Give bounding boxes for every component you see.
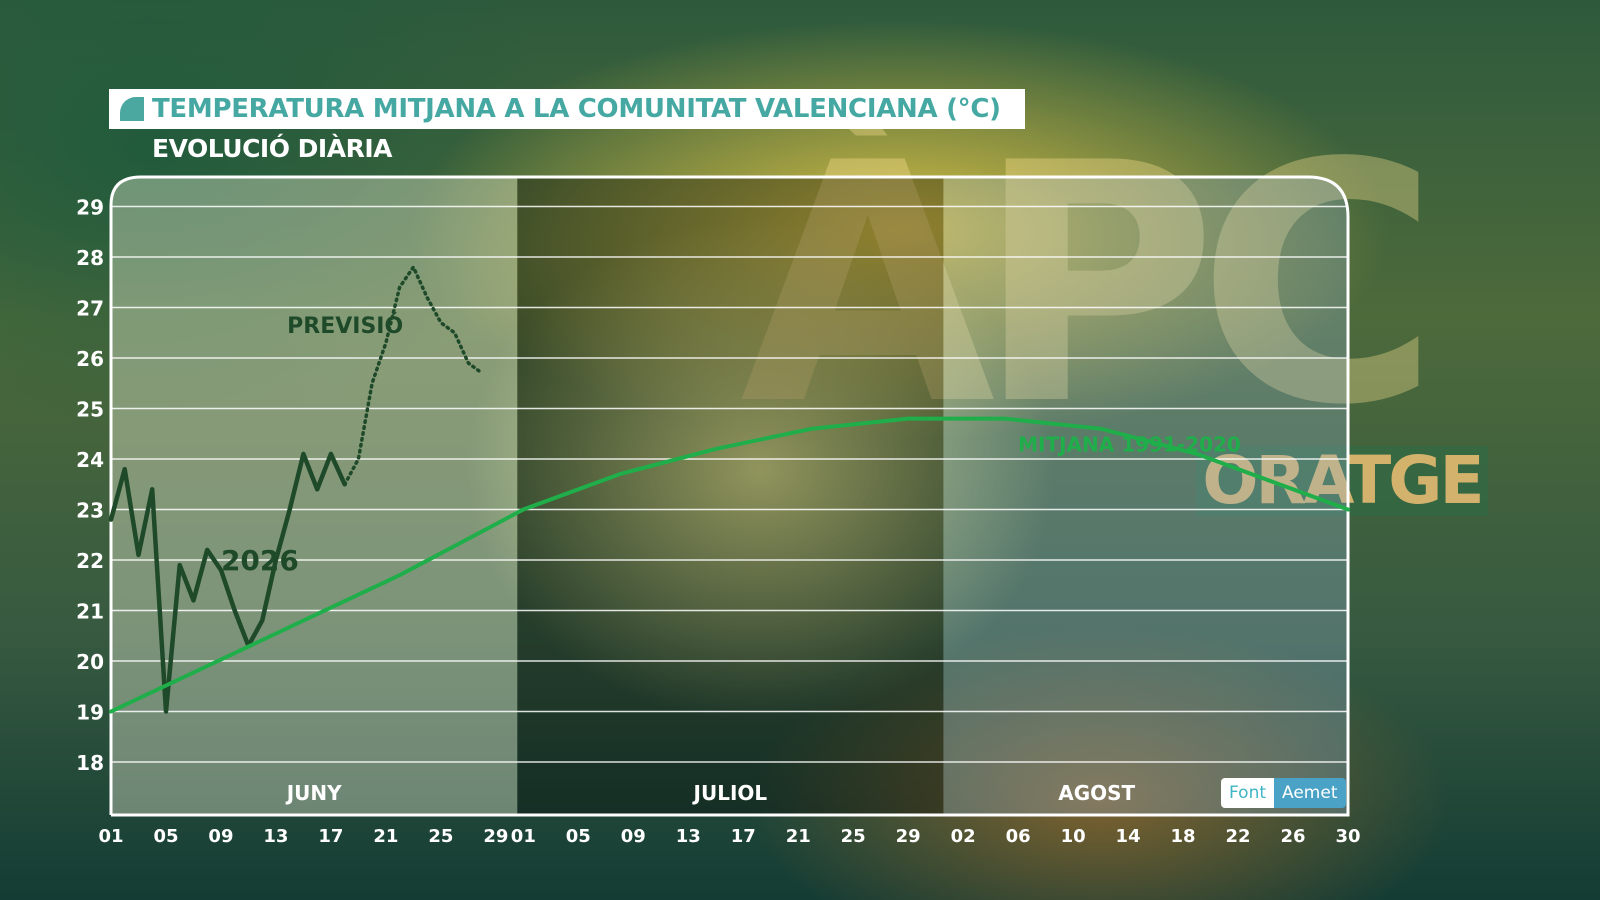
series-label: 2026 — [221, 544, 299, 577]
x-tick-label: 29 — [483, 826, 508, 847]
leaf-icon — [120, 97, 144, 121]
x-tick-label: 18 — [1171, 826, 1196, 847]
source-value: Aemet — [1274, 778, 1346, 808]
x-tick-label: 01 — [98, 826, 123, 847]
series-line-2026 — [108, 451, 347, 714]
x-tick-label: 05 — [153, 826, 178, 847]
chart-frame — [109, 175, 1350, 817]
source-label: Font — [1221, 778, 1275, 808]
band-juliol — [517, 177, 944, 815]
x-tick-label: 01 — [511, 826, 536, 847]
band-agost — [943, 177, 1348, 815]
series-label: PREVISIÓ — [287, 313, 403, 339]
x-tick-label: 17 — [731, 826, 756, 847]
x-tick-label: 25 — [428, 826, 453, 847]
x-tick-label: 25 — [841, 826, 866, 847]
y-tick-label: 23 — [76, 499, 104, 523]
x-tick-label: 30 — [1335, 826, 1360, 847]
y-tick-label: 29 — [76, 196, 104, 220]
program-logo: ORATGE — [1196, 446, 1488, 516]
x-tick-label: 09 — [208, 826, 233, 847]
y-tick-label: 24 — [76, 448, 104, 472]
source-badge: Font Aemet — [1221, 778, 1346, 808]
month-bands — [111, 177, 1348, 815]
month-label: AGOST — [1058, 781, 1135, 805]
series-line-previsi- — [342, 265, 484, 487]
y-tick-label: 22 — [76, 549, 104, 573]
x-tick-label: 21 — [373, 826, 398, 847]
y-tick-label: 21 — [76, 600, 104, 624]
x-tick-label: 14 — [1116, 826, 1141, 847]
x-tick-label: 29 — [896, 826, 921, 847]
month-label: JULIOL — [692, 781, 768, 805]
x-tick-label: 26 — [1280, 826, 1305, 847]
y-tick-label: 20 — [76, 650, 104, 674]
series-label: MITJANA 1991-2020 — [1018, 432, 1241, 456]
x-tick-label: 06 — [1006, 826, 1031, 847]
y-tick-label: 27 — [76, 297, 104, 321]
x-tick-label: 22 — [1226, 826, 1251, 847]
band-juny — [111, 177, 518, 815]
x-tick-label: 21 — [786, 826, 811, 847]
x-tick-label: 09 — [621, 826, 646, 847]
x-tick-label: 02 — [951, 826, 976, 847]
x-tick-label: 10 — [1061, 826, 1086, 847]
x-tick-label: 05 — [566, 826, 591, 847]
x-tick-label: 17 — [318, 826, 343, 847]
x-tick-label: 13 — [676, 826, 701, 847]
y-tick-label: 25 — [76, 398, 104, 422]
series-line-mitjana-1991-2020 — [109, 416, 1350, 714]
chart-title-box: TEMPERATURA MITJANA A LA COMUNITAT VALEN… — [109, 89, 1025, 129]
x-tick-label: 13 — [263, 826, 288, 847]
y-tick-label: 19 — [76, 701, 104, 725]
chart-title: TEMPERATURA MITJANA A LA COMUNITAT VALEN… — [152, 94, 1001, 124]
y-tick-label: 18 — [76, 751, 104, 775]
y-tick-label: 26 — [76, 347, 104, 371]
program-logo-text: ORATGE — [1196, 446, 1488, 516]
y-tick-label: 28 — [76, 246, 104, 270]
channel-logo: ÀPC — [740, 120, 1439, 450]
month-label: JUNY — [285, 781, 342, 805]
chart-subtitle: EVOLUCIÓ DIÀRIA — [152, 134, 393, 163]
